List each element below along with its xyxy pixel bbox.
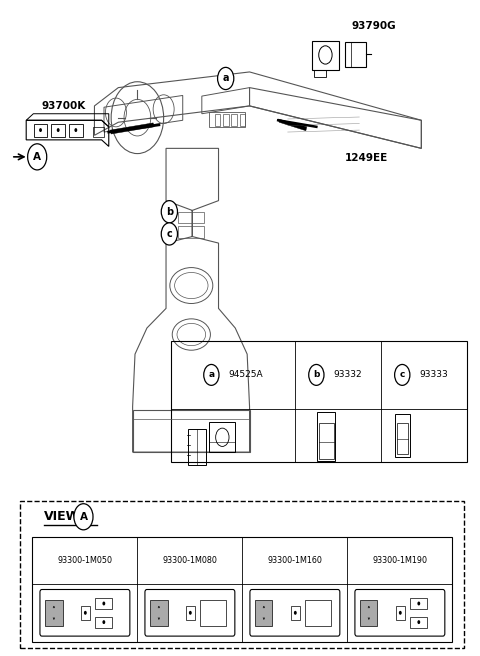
Bar [397, 423, 408, 454]
Text: 93300-1M050: 93300-1M050 [58, 556, 112, 565]
Bar [319, 423, 334, 459]
Text: 93300-1M160: 93300-1M160 [267, 556, 322, 565]
Bar [290, 605, 300, 620]
Text: b: b [313, 371, 320, 379]
Text: 93300-1M080: 93300-1M080 [162, 556, 217, 565]
Circle shape [39, 128, 42, 132]
Circle shape [28, 144, 47, 170]
Bar [314, 70, 326, 77]
Text: 93790G: 93790G [351, 21, 396, 31]
Circle shape [102, 602, 105, 605]
Polygon shape [278, 119, 307, 131]
Bar [223, 113, 228, 125]
Bar [186, 605, 195, 620]
Bar [345, 42, 366, 67]
Bar [51, 123, 65, 136]
Bar [312, 41, 339, 70]
Bar [200, 600, 226, 626]
Bar [395, 415, 410, 457]
Circle shape [309, 365, 324, 385]
Polygon shape [110, 123, 154, 134]
Bar [317, 413, 336, 461]
Text: b: b [166, 207, 173, 216]
Bar [188, 429, 205, 464]
Bar [410, 617, 427, 628]
Circle shape [217, 68, 234, 90]
Circle shape [395, 365, 410, 385]
Circle shape [204, 365, 219, 385]
Bar [93, 127, 104, 137]
Circle shape [57, 128, 60, 132]
Circle shape [189, 611, 192, 615]
Bar [410, 598, 427, 609]
Bar [132, 409, 250, 452]
Circle shape [161, 223, 178, 245]
Text: a: a [208, 371, 215, 379]
Bar [178, 226, 204, 238]
Bar [360, 600, 377, 626]
Bar [215, 113, 220, 125]
Text: c: c [399, 371, 405, 379]
Bar [69, 123, 83, 136]
Bar [171, 341, 467, 462]
Circle shape [399, 611, 402, 615]
Bar [34, 123, 47, 136]
Bar [178, 212, 204, 224]
Bar [255, 600, 273, 626]
Bar [305, 600, 331, 626]
Text: 93300-1M190: 93300-1M190 [372, 556, 427, 565]
Bar [396, 605, 405, 620]
Circle shape [418, 602, 420, 605]
Text: A: A [33, 152, 41, 162]
Text: A: A [80, 512, 87, 522]
Circle shape [418, 620, 420, 624]
Text: 1249EE: 1249EE [345, 153, 388, 163]
Circle shape [74, 128, 77, 132]
Circle shape [294, 611, 297, 615]
Bar [95, 617, 112, 628]
Bar [81, 605, 90, 620]
Text: 93333: 93333 [419, 371, 448, 379]
Bar [150, 600, 168, 626]
Bar [231, 113, 237, 125]
Text: c: c [167, 229, 172, 239]
Bar [21, 501, 464, 648]
Bar [240, 113, 245, 125]
Circle shape [84, 611, 87, 615]
Bar [33, 537, 452, 642]
Bar [45, 600, 62, 626]
Text: VIEW: VIEW [44, 510, 81, 523]
Bar [95, 598, 112, 609]
Bar [209, 422, 235, 451]
Text: a: a [222, 73, 229, 83]
Circle shape [74, 504, 93, 530]
Circle shape [102, 620, 105, 624]
Text: 93700K: 93700K [41, 101, 85, 111]
Text: 93332: 93332 [333, 371, 362, 379]
Text: 94525A: 94525A [228, 371, 263, 379]
Bar [209, 112, 245, 127]
Circle shape [161, 201, 178, 223]
